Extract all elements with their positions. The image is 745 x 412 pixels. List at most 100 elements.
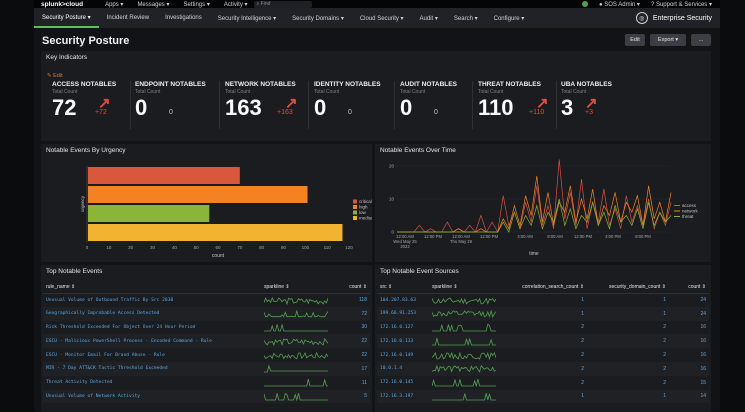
bar-critical[interactable] (88, 167, 240, 184)
settings-menu[interactable]: Settings ▾ (183, 1, 210, 8)
tab-security-intelligence[interactable]: Security Intelligence ▾ (217, 15, 277, 22)
more-button[interactable]: ... (691, 34, 711, 46)
kpi-endpoint-notables[interactable]: ENDPOINT NOTABLES Total Count 0 0 (135, 81, 219, 131)
correlation-count-cell[interactable]: 2 (581, 324, 584, 331)
apps-menu[interactable]: Apps ▾ (105, 1, 124, 8)
support-menu[interactable]: ? Support & Services ▾ (651, 1, 712, 8)
count-cell[interactable]: 16 (700, 352, 706, 359)
count-cell[interactable]: 11 (361, 379, 367, 386)
table-row[interactable]: Geographically Improbable Access Detecte… (43, 306, 370, 321)
activity-menu[interactable]: Activity ▾ (223, 1, 248, 8)
rule-name-cell[interactable]: ESCU - Malicious PowerShell Process - En… (43, 334, 261, 349)
table-row[interactable]: ESCU - Monitor Email For Brand Abuse - R… (43, 348, 370, 362)
table-row[interactable]: MIR - 7 Day ATT&CK Tactic Threshold Exce… (43, 361, 370, 376)
legend-item-network[interactable]: network (682, 209, 699, 214)
table-row[interactable]: ESCU - Malicious PowerShell Process - En… (43, 334, 370, 349)
domain-count-cell[interactable]: 2 (587, 334, 669, 349)
rule-name-cell[interactable]: Threat Activity Detected (46, 380, 113, 386)
col-correlation-search-count[interactable]: correlation_search_count ⇕ (507, 281, 587, 294)
correlation-count-cell[interactable]: 2 (507, 361, 587, 376)
tab-incident-review[interactable]: Incident Review (106, 15, 150, 21)
src-cell[interactable]: 172.16.3.197 (377, 389, 429, 404)
legend-item-access[interactable]: access (682, 203, 697, 208)
rule-name-cell[interactable]: Unusual Volume of Outbound Traffic By Sr… (46, 297, 174, 303)
tab-search[interactable]: Search ▾ (453, 15, 478, 22)
count-cell[interactable]: 16 (700, 324, 706, 331)
col-security-domain-count[interactable]: security_domain_count ⇕ (587, 281, 669, 294)
src-cell[interactable]: 172.16.0.113 (377, 334, 429, 349)
table-row[interactable]: 172.16.0.127 2 2 16 (377, 321, 709, 335)
col-count[interactable]: count ⇕ (331, 281, 370, 294)
col-src[interactable]: src ⇕ (377, 281, 429, 294)
legend-item-threat[interactable]: threat (682, 214, 694, 219)
correlation-count-cell[interactable]: 1 (581, 297, 584, 304)
legend-item-low[interactable]: low (359, 210, 367, 215)
correlation-count-cell[interactable]: 1 (507, 389, 587, 404)
export-button[interactable]: Export ▾ (650, 34, 686, 46)
count-cell[interactable]: 24 (700, 297, 706, 304)
tab-security-domains[interactable]: Security Domains ▾ (292, 15, 344, 22)
app-brand[interactable]: ◎ Enterprise Security (635, 12, 712, 24)
col-sparkline[interactable]: sparkline ⇕ (261, 281, 331, 294)
table-row[interactable]: Risk Threshold Exceeded For Object Over … (43, 321, 370, 335)
table-row[interactable]: 172.16.0.113 2 2 16 (377, 334, 709, 349)
correlation-count-cell[interactable]: 2 (507, 334, 587, 349)
messages-menu[interactable]: Messages ▾ (137, 1, 170, 8)
table-row[interactable]: 10.0.1.4 2 2 16 (377, 361, 709, 376)
kpi-uba-notables[interactable]: UBA NOTABLES Total Count 3 ↗ +3 (561, 81, 645, 131)
health-status-icon[interactable] (581, 1, 588, 7)
rule-name-cell[interactable]: ESCU - Monitor Email For Brand Abuse - R… (46, 352, 165, 358)
src-cell[interactable]: 172.16.0.127 (380, 324, 414, 330)
correlation-count-cell[interactable]: 1 (507, 306, 587, 321)
tab-cloud-security[interactable]: Cloud Security ▾ (359, 15, 404, 22)
correlation-count-cell[interactable]: 2 (581, 379, 584, 386)
domain-count-cell[interactable]: 1 (587, 389, 669, 404)
table-row[interactable]: 104.207.83.63 1 1 24 (377, 293, 709, 307)
kpi-audit-notables[interactable]: AUDIT NOTABLES Total Count 0 0 (400, 81, 484, 131)
legend-item-high[interactable]: high (359, 205, 368, 210)
count-cell[interactable]: 118 (359, 297, 367, 304)
col-sparkline[interactable]: sparkline ⇕ (429, 281, 507, 294)
series-line-access[interactable] (397, 159, 672, 234)
bar-low[interactable] (88, 205, 210, 222)
correlation-count-cell[interactable]: 2 (581, 352, 584, 359)
rule-name-cell[interactable]: MIR - 7 Day ATT&CK Tactic Threshold Exce… (43, 361, 261, 376)
src-cell[interactable]: 199.66.91.253 (377, 306, 429, 321)
src-cell[interactable]: 104.207.83.63 (380, 297, 416, 303)
count-cell[interactable]: 22 (361, 352, 367, 359)
table-row[interactable]: 172.16.3.197 1 1 14 (377, 389, 709, 404)
count-cell[interactable]: 24 (669, 306, 709, 321)
rule-name-cell[interactable]: Unusual Volume of Network Activity (43, 389, 261, 404)
tab-investigations[interactable]: Investigations (165, 15, 202, 21)
count-cell[interactable]: 30 (361, 324, 367, 331)
src-cell[interactable]: 10.0.1.4 (377, 361, 429, 376)
legend-item-medium[interactable]: medium (359, 216, 372, 221)
splunk-logo[interactable]: splunk>cloud (41, 0, 84, 8)
kpi-identity-notables[interactable]: IDENTITY NOTABLES Total Count 0 0 (314, 81, 398, 131)
count-cell[interactable]: 72 (331, 306, 370, 321)
src-cell[interactable]: 172.16.0.145 (380, 380, 414, 386)
find-input[interactable]: ⌕ Find (253, 0, 312, 8)
domain-count-cell[interactable]: 2 (663, 379, 666, 386)
tab-audit[interactable]: Audit ▾ (419, 15, 438, 22)
key-indicators-edit-link[interactable]: ✎ Edit (47, 73, 63, 79)
count-cell[interactable]: 5 (331, 389, 370, 404)
kpi-network-notables[interactable]: NETWORK NOTABLES Total Count 163 ↗ +163 (225, 81, 309, 131)
kpi-threat-notables[interactable]: THREAT NOTABLES Total Count 110 ↗ +110 (478, 81, 562, 131)
tab-security-posture[interactable]: Security Posture ▾ (34, 8, 99, 28)
user-menu[interactable]: ● SOS Admin ▾ (599, 1, 640, 8)
rule-name-cell[interactable]: Geographically Improbable Access Detecte… (43, 306, 261, 321)
kpi-access-notables[interactable]: ACCESS NOTABLES Total Count 72 ↗ +72 (52, 81, 136, 131)
domain-count-cell[interactable]: 2 (587, 361, 669, 376)
count-cell[interactable]: 17 (331, 361, 370, 376)
table-row[interactable]: Unusual Volume of Network Activity 5 (43, 389, 370, 404)
table-row[interactable]: 199.66.91.253 1 1 24 (377, 306, 709, 321)
legend-item-critical[interactable]: critical (359, 199, 372, 204)
col-count[interactable]: count ⇕ (669, 281, 709, 294)
bar-medium[interactable] (88, 224, 343, 241)
src-cell[interactable]: 172.16.0.149 (380, 352, 414, 358)
domain-count-cell[interactable]: 2 (663, 352, 666, 359)
rule-name-cell[interactable]: Risk Threshold Exceeded For Object Over … (46, 324, 196, 330)
edit-button[interactable]: Edit (625, 34, 645, 46)
